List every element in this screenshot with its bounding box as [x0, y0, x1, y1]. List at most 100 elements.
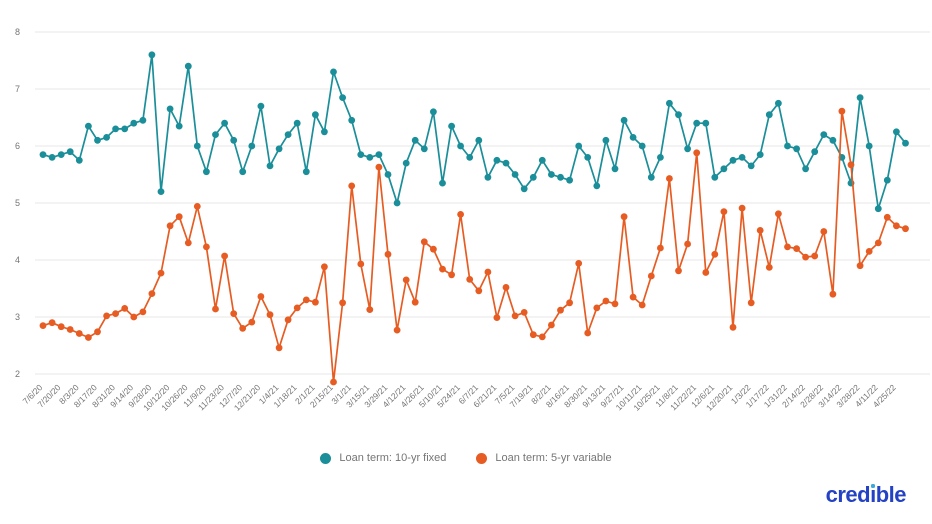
logo-i-dot-icon — [870, 483, 875, 488]
data-point — [175, 122, 183, 130]
data-point — [248, 318, 256, 326]
data-point — [575, 260, 583, 267]
y-tick-label-3: 3 — [15, 312, 20, 322]
data-point — [293, 119, 301, 127]
data-point — [666, 99, 673, 107]
data-point — [402, 159, 410, 167]
data-point — [103, 312, 110, 320]
data-point — [666, 175, 673, 182]
data-point — [103, 134, 110, 141]
data-point — [166, 105, 174, 113]
data-point — [874, 239, 882, 247]
data-point — [39, 151, 47, 159]
series-line — [42, 53, 907, 210]
data-point — [85, 122, 92, 130]
data-point — [593, 182, 601, 190]
data-point — [275, 344, 283, 352]
data-point — [611, 165, 619, 173]
y-tick-label-2: 2 — [15, 369, 20, 379]
chart-canvas: 87654327/6/207/20/208/3/208/17/208/31/20… — [15, 27, 930, 413]
data-point — [856, 262, 864, 270]
data-point — [466, 154, 474, 161]
data-point — [566, 176, 573, 184]
data-point — [883, 176, 891, 184]
data-point — [902, 139, 909, 147]
data-point — [175, 213, 183, 221]
data-point — [747, 299, 755, 307]
data-point — [39, 322, 47, 329]
data-point — [312, 111, 319, 119]
data-point — [502, 159, 510, 167]
series-5yr-variable — [39, 107, 909, 386]
data-point — [366, 306, 374, 313]
data-point — [94, 328, 101, 336]
data-point — [493, 314, 501, 321]
data-point — [811, 148, 819, 156]
data-point — [638, 301, 646, 309]
data-point — [502, 284, 510, 291]
data-point — [793, 245, 800, 253]
y-tick-label-5: 5 — [15, 198, 20, 208]
data-point — [157, 269, 165, 277]
data-point — [711, 173, 719, 181]
data-point — [230, 310, 238, 317]
data-point — [420, 145, 428, 153]
data-point — [357, 151, 365, 159]
data-point — [829, 290, 837, 298]
data-point — [729, 156, 737, 164]
data-point — [902, 225, 909, 233]
data-point — [457, 142, 464, 150]
data-point — [384, 250, 392, 258]
data-point — [811, 252, 819, 260]
data-point — [302, 168, 310, 176]
data-point — [493, 156, 501, 164]
legend-label-10yr-fixed: Loan term: 10-yr fixed — [339, 452, 447, 464]
data-point — [130, 313, 138, 321]
data-point — [193, 203, 201, 210]
data-point — [121, 125, 129, 133]
data-point — [620, 213, 628, 221]
data-point — [475, 287, 483, 295]
data-point — [57, 151, 65, 159]
data-point — [321, 128, 328, 136]
chart-legend: Loan term: 10-yr fixed Loan term: 5-yr v… — [0, 452, 932, 464]
data-point — [266, 162, 274, 170]
data-point — [647, 173, 655, 181]
data-point — [865, 248, 873, 255]
data-point — [756, 227, 764, 234]
data-point — [257, 293, 265, 300]
data-point — [375, 163, 383, 171]
data-point — [820, 131, 828, 139]
data-point — [856, 94, 864, 101]
data-point — [747, 162, 755, 170]
data-point — [693, 119, 701, 127]
data-point — [702, 269, 710, 276]
data-point — [511, 171, 519, 178]
data-point — [548, 321, 555, 329]
data-point — [893, 222, 900, 230]
data-point — [130, 119, 138, 127]
legend-label-5yr-variable: Loan term: 5-yr variable — [495, 452, 612, 464]
data-point — [484, 268, 492, 276]
series-line — [42, 110, 906, 383]
data-point — [148, 290, 156, 297]
data-point — [602, 136, 610, 144]
data-point — [439, 179, 446, 187]
data-point — [675, 111, 682, 119]
data-point — [203, 168, 210, 176]
legend-item-10yr-fixed: Loan term: 10-yr fixed — [320, 452, 446, 464]
data-point — [348, 116, 356, 124]
data-point — [357, 260, 365, 268]
data-point — [557, 173, 564, 181]
data-point — [257, 102, 265, 110]
data-point — [557, 306, 564, 314]
data-point — [775, 99, 782, 107]
data-point — [48, 319, 56, 327]
y-tick-label-6: 6 — [15, 141, 20, 151]
data-point — [466, 276, 474, 283]
data-point — [838, 107, 846, 115]
data-point — [620, 116, 628, 124]
data-point — [893, 128, 900, 136]
y-tick-label-8: 8 — [15, 27, 20, 37]
data-point — [184, 62, 192, 70]
